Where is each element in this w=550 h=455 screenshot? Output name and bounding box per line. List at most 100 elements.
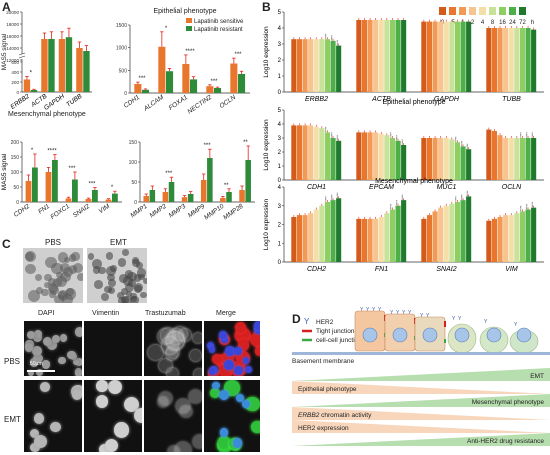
gradient-2 [292, 394, 550, 407]
bar-A_bottom_left-CDH2-0 [25, 181, 32, 202]
bar-B-ERBB2-8 [336, 45, 342, 92]
significance-A_bottom_right: ** [243, 140, 248, 146]
cell-blob [107, 273, 115, 282]
her2-receptor-icon: Y [514, 322, 518, 328]
cell-blob [136, 268, 147, 278]
gene-label-TUBB: TUBB [502, 96, 521, 103]
cell-blob [28, 289, 41, 302]
category-label-A_bottom_left: FOXC1 [49, 203, 71, 221]
gradient-label-5: Anti-HER2 drug resistance [467, 438, 544, 445]
bar-B-OCLN-7 [525, 138, 531, 180]
cell-blob [158, 358, 172, 373]
cell-blob [122, 249, 129, 256]
bar-A_top_right-CDH1-1 [142, 89, 150, 93]
bar-A1-GAPDH-0 [58, 39, 66, 92]
significance-B: **** [390, 203, 394, 209]
cell-blob [30, 442, 40, 452]
cell-blob [35, 368, 44, 376]
y-tick-label-B0: 1 [278, 74, 282, 80]
bar-A_bottom_right-MMP10-0 [220, 198, 226, 202]
cell-blob [242, 400, 250, 408]
cell-blob [167, 331, 185, 350]
bar-B-ACTB-0 [356, 20, 362, 92]
bar-B-GAPDH-0 [421, 21, 427, 93]
cell-blob [192, 332, 202, 344]
cell-blob [158, 329, 174, 345]
bar-B-SNAI2-4 [443, 205, 449, 262]
significance-A_top_right: **** [185, 49, 195, 55]
time-legend-swatch-3 [469, 7, 476, 15]
significance-A_bottom_left: * [111, 185, 114, 191]
cell-blob [172, 326, 187, 341]
phase-image-pbs [23, 248, 83, 303]
bar-B-SNAI2-7 [460, 200, 466, 262]
cell-blob [117, 257, 127, 267]
bar-B-GAPDH-3 [438, 21, 444, 93]
category-label-A1: TUBB [65, 93, 84, 109]
axis-break-mark-A1 [18, 52, 26, 56]
cell-blob [98, 266, 106, 275]
gene-label-EPCAM: EPCAM [369, 184, 394, 191]
bar-B-CDH1-3 [308, 125, 314, 180]
cell-blob [41, 360, 51, 369]
scale-bar-label: 50µm [30, 361, 43, 367]
bar-A_bottom_right-MMP9-0 [200, 180, 207, 202]
phase-image-emt [87, 248, 147, 303]
bar-B-TUBB-1 [491, 28, 497, 92]
cell-blob [96, 380, 108, 392]
y-tick-label-A1: 12000 [6, 58, 19, 63]
bar-A_top_right-FOXA1-1 [190, 79, 198, 93]
bar-A1-ERBB2-1 [30, 90, 38, 92]
bar-A1-ACTB-0 [41, 39, 48, 92]
bar-A_top_right-ALCAM-1 [166, 71, 174, 93]
bar-B-TUBB-6 [519, 28, 525, 92]
bar-A_bottom_left-FOXC1-0 [65, 198, 72, 202]
legend-label-tight-junction: Tight junction [316, 328, 355, 335]
cell-blob [35, 287, 43, 294]
cell-blob [243, 357, 250, 364]
cell-blob [46, 339, 57, 350]
bar-B-OCLN-2 [497, 135, 503, 180]
bar-B-CDH2-5 [319, 205, 325, 262]
cell-blob [167, 345, 179, 358]
panel-a-charts: 02004006001200014000160001800020000MAS5 … [1, 8, 255, 221]
bar-B-ACTB-3 [373, 20, 379, 92]
bar-B-TUBB-0 [486, 28, 492, 92]
cell-blob [233, 365, 243, 375]
gradient-4 [292, 420, 550, 433]
gradient-label-rest: chromatin activity [319, 412, 372, 419]
significance-B: **** [455, 136, 459, 142]
bar-B-ERBB2-2 [302, 39, 308, 92]
cell-blob [25, 263, 36, 275]
significance-B: **** [330, 34, 334, 40]
cell-blob [33, 434, 47, 448]
bar-B-FN1-1 [361, 218, 367, 262]
col-header-trastuzumab: Trastuzumab [145, 310, 186, 317]
y-tick-label-A1: 16000 [6, 34, 19, 39]
cell-blob [140, 291, 147, 299]
bar-B-VIM-1 [491, 218, 497, 262]
micro-pbs-vimentin [84, 321, 142, 376]
micro-emt-vimentin [84, 380, 142, 452]
cell-blob [59, 333, 68, 342]
bar-B-TUBB-5 [514, 28, 520, 92]
cell-blob [250, 333, 260, 347]
cell-blob [41, 289, 49, 297]
panel-label-c: C [2, 237, 11, 251]
panel-c-microscopy: PBS EMT DAPI Vimentin Trastuzumab Merge … [0, 235, 260, 455]
panel-label-d: D [292, 312, 301, 326]
time-legend-swatch-7 [509, 7, 516, 15]
col-header-vimentin: Vimentin [92, 310, 120, 317]
cell-blob [130, 295, 137, 303]
cell-blob [95, 395, 109, 408]
time-legend-label-4: 4 [481, 20, 485, 26]
bar-B-ERBB2-3 [308, 39, 314, 92]
cell-blob [60, 263, 70, 273]
cell-blob [175, 399, 190, 414]
cell-blob [67, 350, 76, 360]
significance-A_top_right: *** [210, 79, 218, 85]
gene-label-MUC1: MUC1 [437, 184, 457, 191]
significance-B: **** [330, 132, 334, 138]
cell-blob [107, 380, 122, 394]
cell-blob [208, 346, 216, 353]
